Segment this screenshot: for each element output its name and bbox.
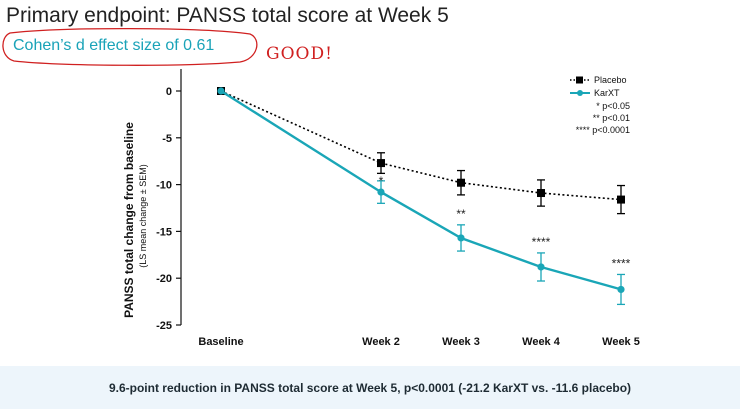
handwritten-note: GOOD! — [266, 44, 333, 64]
footer-band — [0, 366, 740, 409]
legend-placebo-label: Placebo — [594, 75, 627, 85]
panss-line-chart: 0 -5 -10 -15 -20 -25 Baseline Week 2 Week 3 Week … — [122, 69, 640, 348]
chart-legend: Placebo KarXT * p<0.05 ** p<0.01 **** p<0.00… — [570, 75, 630, 135]
y-tick-label: -15 — [156, 226, 172, 238]
karxt-point — [617, 285, 625, 294]
legend-placebo-marker — [576, 76, 583, 84]
legend-karxt-marker — [577, 90, 583, 96]
placebo-series-line — [220, 90, 622, 201]
effect-size-text: Cohen’s d effect size of 0.61 — [13, 37, 215, 54]
y-tick-label: -25 — [156, 320, 172, 332]
x-tick-label: Week 4 — [522, 336, 561, 348]
y-axis-subtitle: (LS mean change ± SEM) — [138, 164, 148, 268]
footer-summary: 9.6-point reduction in PANSS total score… — [108, 381, 632, 395]
x-tick-label: Baseline — [198, 336, 243, 348]
significance-label: **** — [612, 256, 631, 270]
significance-label: * — [379, 174, 384, 188]
chart-series: *********** — [217, 87, 631, 306]
y-axis-title: PANSS total change from baseline — [122, 122, 136, 318]
slide-title: Primary endpoint: PANSS total score at W… — [6, 4, 449, 27]
karxt-series-line — [220, 89, 622, 291]
y-tick-label: -10 — [156, 180, 172, 192]
y-tick-label: -20 — [156, 273, 172, 285]
legend-significance-note: ** p<0.01 — [593, 113, 630, 123]
y-tick-label: -5 — [162, 133, 172, 145]
placebo-point — [377, 159, 385, 168]
placebo-point — [617, 195, 625, 204]
legend-karxt-label: KarXT — [594, 88, 620, 98]
x-tick-label: Week 3 — [442, 336, 480, 348]
handwritten-oval-annotation — [2, 27, 258, 66]
legend-significance-note: **** p<0.0001 — [576, 125, 630, 135]
chart-axes: 0 -5 -10 -15 -20 -25 Baseline Week 2 Week 3 Week … — [122, 69, 640, 348]
x-tick-label: Week 5 — [602, 336, 640, 348]
significance-label: **** — [532, 235, 551, 249]
x-tick-label: Week 2 — [362, 336, 400, 348]
karxt-point — [377, 188, 385, 196]
karxt-point — [217, 87, 225, 95]
significance-label: ** — [456, 207, 466, 221]
karxt-point — [457, 234, 465, 242]
placebo-point — [537, 189, 545, 198]
karxt-point — [537, 263, 545, 271]
y-tick-label: 0 — [166, 86, 172, 98]
legend-significance-note: * p<0.05 — [596, 101, 630, 111]
placebo-point — [457, 178, 465, 187]
